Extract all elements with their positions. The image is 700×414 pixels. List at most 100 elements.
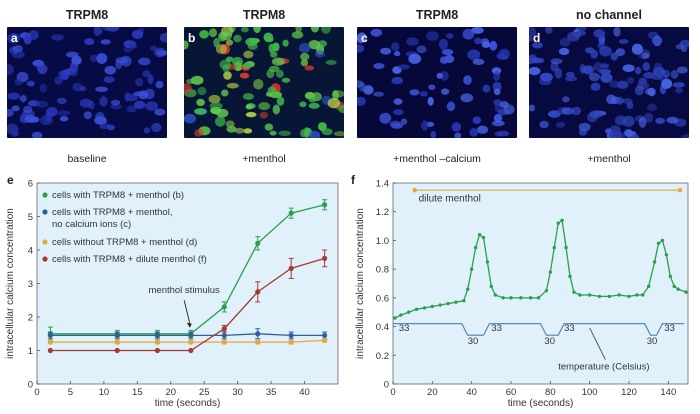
- cell-nucleus: [428, 84, 436, 90]
- cell-nucleus: [95, 111, 105, 121]
- chart-f-y-tick-label: 1.4: [376, 179, 389, 190]
- chart-e-annotation-arrow: [183, 300, 191, 324]
- panel-b-title: TRPM8: [242, 8, 286, 22]
- chart-f-x-tick-label: 60: [506, 387, 517, 398]
- chart-e-data-point: [47, 339, 53, 345]
- chart-f-x-tick-label: 0: [390, 387, 395, 398]
- chart-e-x-tick-label: 25: [199, 387, 210, 398]
- cell-nucleus: [31, 131, 43, 138]
- cell-nucleus: [83, 111, 92, 120]
- chart-e-data-point: [188, 332, 194, 339]
- chart-f-temperature-value: 33: [399, 323, 410, 334]
- chart-f-temperature-value: 33: [664, 323, 675, 334]
- cell-nucleus: [441, 49, 454, 56]
- cell-nucleus: [226, 82, 239, 89]
- cell-nucleus: [621, 98, 633, 104]
- chart-e-legend-marker: [42, 256, 48, 262]
- chart-e-legend-marker: [42, 192, 48, 198]
- cell-nucleus: [215, 44, 227, 54]
- chart-f-calcium-point: [556, 221, 560, 225]
- cell-nucleus: [23, 34, 32, 45]
- chart-e-data-point: [322, 202, 328, 208]
- cell-nucleus: [95, 86, 108, 92]
- chart-f-calcium-point: [564, 245, 568, 250]
- cell-nucleus: [622, 64, 635, 72]
- cell-nucleus: [373, 91, 384, 97]
- micrograph-a-image: [7, 27, 167, 138]
- cell-nucleus: [441, 88, 450, 95]
- cell-nucleus: [245, 111, 257, 118]
- cell-nucleus: [242, 93, 254, 100]
- cell-nucleus: [469, 128, 479, 137]
- chart-e-data-point: [221, 332, 227, 339]
- cell-nucleus: [327, 98, 341, 109]
- cell-nucleus: [676, 66, 688, 74]
- cell-nucleus: [635, 66, 642, 75]
- cell-nucleus: [579, 63, 586, 74]
- cell-nucleus: [258, 102, 271, 111]
- cell-nucleus: [489, 40, 498, 51]
- cell-nucleus: [498, 48, 510, 60]
- chart-e-data-point: [322, 332, 328, 339]
- chart-e-data-point: [288, 339, 294, 345]
- chart-f-temperature-value: 33: [564, 323, 575, 334]
- cell-nucleus: [493, 113, 503, 123]
- cell-nucleus: [308, 102, 320, 109]
- chart-e-data-point: [288, 265, 294, 272]
- cell-nucleus: [14, 78, 23, 86]
- cell-nucleus: [7, 123, 19, 135]
- micrograph-a: a: [7, 27, 167, 138]
- chart-f-calcium-point: [664, 253, 669, 257]
- chart-e-legend-label: cells with TRPM8 + dilute menthol (f): [52, 254, 207, 265]
- cell-nucleus: [131, 29, 144, 39]
- chart-e-legend-label-2: no calcium ions (c): [52, 219, 131, 230]
- cell-nucleus: [578, 122, 591, 132]
- cell-nucleus: [655, 117, 666, 124]
- cell-nucleus: [593, 62, 603, 72]
- cell-nucleus: [208, 94, 221, 104]
- chart-e-legend-marker: [42, 209, 48, 215]
- cell-nucleus: [587, 112, 598, 123]
- chart-f-calcium-point: [568, 274, 572, 279]
- cell-nucleus: [391, 42, 400, 52]
- cell-nucleus: [645, 88, 654, 95]
- chart-f-calcium-point: [676, 287, 680, 291]
- cell-nucleus: [650, 72, 663, 80]
- cell-nucleus: [624, 129, 633, 137]
- chart-e-data-point: [255, 331, 261, 337]
- cell-nucleus: [548, 110, 556, 117]
- chart-f-calcium-point: [481, 235, 486, 240]
- cell-nucleus: [56, 97, 67, 105]
- chart-f-y-tick-label: 1.2: [376, 207, 389, 218]
- cell-nucleus: [631, 43, 643, 55]
- chart-f-calcium-point: [646, 284, 651, 289]
- micrograph-c: c: [357, 27, 517, 138]
- cell-nucleus: [589, 72, 600, 82]
- cell-nucleus: [491, 120, 505, 127]
- cell-nucleus: [216, 108, 229, 118]
- cell-nucleus: [389, 120, 402, 128]
- cell-nucleus: [397, 64, 410, 70]
- cell-nucleus: [610, 52, 618, 61]
- cell-nucleus: [440, 70, 449, 81]
- panel-b-letter: b: [188, 31, 196, 45]
- chart-f-calcium-point: [501, 296, 505, 300]
- panel-c-title: TRPM8: [415, 8, 459, 22]
- chart-f-calcium-point: [407, 310, 411, 314]
- chart-f-x-tick-label: 40: [466, 387, 477, 398]
- cell-nucleus: [321, 27, 331, 34]
- chart-e-y-tick-label: 2: [28, 313, 33, 324]
- cell-nucleus: [391, 77, 404, 85]
- cell-nucleus: [497, 108, 509, 116]
- cell-nucleus: [99, 96, 108, 107]
- cell-nucleus: [575, 30, 587, 36]
- panel-a-caption: baseline: [67, 153, 107, 165]
- cell-nucleus: [426, 31, 439, 41]
- chart-f-calcium-point: [393, 316, 397, 320]
- chart-f-calcium-point: [656, 241, 661, 245]
- chart-e-data-point: [154, 332, 160, 339]
- cell-nucleus: [245, 37, 258, 47]
- cell-nucleus: [111, 99, 121, 106]
- chart-e-y-tick-label: 3: [28, 279, 33, 290]
- cell-nucleus: [225, 120, 235, 128]
